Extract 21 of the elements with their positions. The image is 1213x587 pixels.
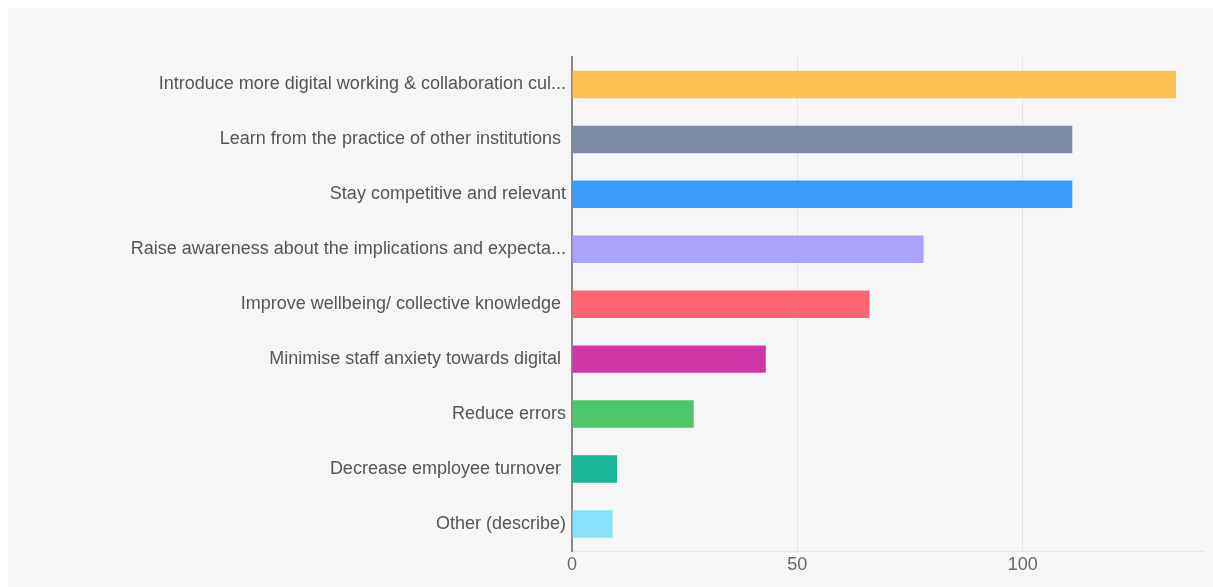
bar xyxy=(572,180,1073,209)
y-tick-label: Improve wellbeing/ collective knowledge xyxy=(240,293,566,314)
bar xyxy=(572,290,870,318)
bar xyxy=(572,455,618,483)
bar xyxy=(572,125,1073,154)
y-tick-label: Reduce errors xyxy=(451,403,566,424)
bar xyxy=(572,70,1176,99)
y-tick-label: Minimise staff anxiety towards digital xyxy=(269,348,566,369)
x-tick-label: 0 xyxy=(566,554,578,575)
bar xyxy=(572,345,766,373)
y-tick-label: Stay competitive and relevant xyxy=(329,183,566,204)
y-tick-label: Other (describe) xyxy=(435,512,566,533)
bar xyxy=(572,400,694,428)
y-tick-label: Introduce more digital working & collaboration cul... xyxy=(158,73,566,94)
bar xyxy=(572,510,613,538)
y-tick-label: Decrease employee turnover xyxy=(329,457,566,478)
bar xyxy=(572,235,924,263)
x-tick-label: 100 xyxy=(1007,554,1038,575)
y-tick-label: Raise awareness about the implications and expecta... xyxy=(130,238,566,259)
y-tick-label: Learn from the practice of other institutions xyxy=(219,128,566,149)
x-tick-label: 50 xyxy=(787,554,808,575)
